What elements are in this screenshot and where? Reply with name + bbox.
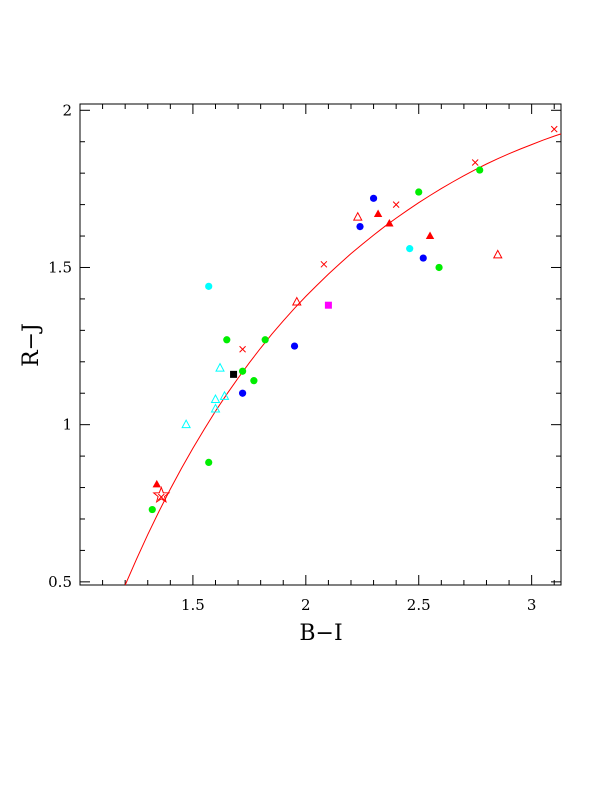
data-point-open-triangle: [215, 362, 225, 372]
data-point-filled-circle: [223, 336, 231, 344]
data-point-filled-circle: [369, 194, 378, 202]
curve-cross-marker: [157, 493, 165, 501]
cross-stroke: [239, 345, 246, 353]
cross-stroke: [320, 260, 328, 268]
data-point-filled-square: [324, 301, 332, 309]
data-point-filled-circle: [205, 458, 213, 466]
cross-stroke: [550, 125, 558, 133]
data-point-filled-circle: [290, 342, 299, 350]
cross-stroke: [157, 493, 165, 501]
data-point-filled-triangle: [152, 479, 161, 488]
data-point-open-triangle: [219, 390, 230, 400]
data-point-filled-circle: [415, 188, 423, 196]
data-point-filled-circle: [238, 367, 247, 375]
data-point-filled-circle: [435, 263, 443, 272]
curve-cross-marker: [239, 345, 246, 353]
curve-cross-marker: [550, 125, 558, 133]
data-point-filled-triangle: [373, 209, 383, 218]
plot-frame: [79, 103, 562, 586]
data-point-filled-triangle: [385, 218, 394, 227]
model-curve: [124, 133, 562, 586]
y-tick-label: 1.5: [48, 258, 72, 276]
data-point-open-triangle: [181, 419, 191, 429]
data-point-filled-square: [230, 370, 238, 378]
y-tick-label: 0.5: [48, 573, 72, 591]
cross-stroke: [392, 201, 400, 208]
data-point-filled-circle: [148, 505, 156, 514]
data-point-filled-circle: [238, 389, 247, 397]
y-tick-label: 1: [62, 416, 72, 434]
data-point-open-triangle: [352, 211, 363, 221]
data-points-layer: [148, 166, 503, 514]
curve-cross-marker: [392, 201, 400, 208]
x-tick-label: 2.5: [407, 596, 431, 614]
model-curve-layer: [124, 125, 562, 586]
axis-ticks: [80, 104, 561, 585]
data-point-filled-circle: [250, 377, 258, 385]
data-point-filled-circle: [261, 336, 269, 344]
data-point-filled-triangle: [425, 231, 435, 240]
data-point-open-star: [152, 485, 171, 504]
data-point-open-triangle: [210, 403, 221, 413]
x-tick-label: 2: [301, 596, 311, 614]
x-tick-label: 3: [527, 596, 537, 614]
curve-cross-marker: [320, 260, 328, 268]
data-point-filled-circle: [476, 166, 484, 174]
x-axis-label: B−I: [299, 621, 342, 646]
curve-cross-marker: [471, 159, 479, 166]
data-point-filled-circle: [406, 245, 414, 253]
y-tick-label: 2: [62, 101, 72, 119]
x-tick-label: 1.5: [181, 596, 205, 614]
data-point-filled-circle: [356, 223, 364, 231]
axis-tick-labels: 1.5 2 2.5 3 0.5 1 1.5 2: [48, 101, 536, 614]
data-point-filled-circle: [205, 282, 213, 290]
y-axis-label: R−J: [19, 323, 44, 367]
data-point-open-triangle: [210, 393, 221, 404]
data-point-open-triangle: [291, 296, 302, 306]
cross-stroke: [471, 159, 479, 166]
data-point-open-triangle: [492, 249, 503, 259]
data-point-filled-circle: [419, 254, 427, 262]
